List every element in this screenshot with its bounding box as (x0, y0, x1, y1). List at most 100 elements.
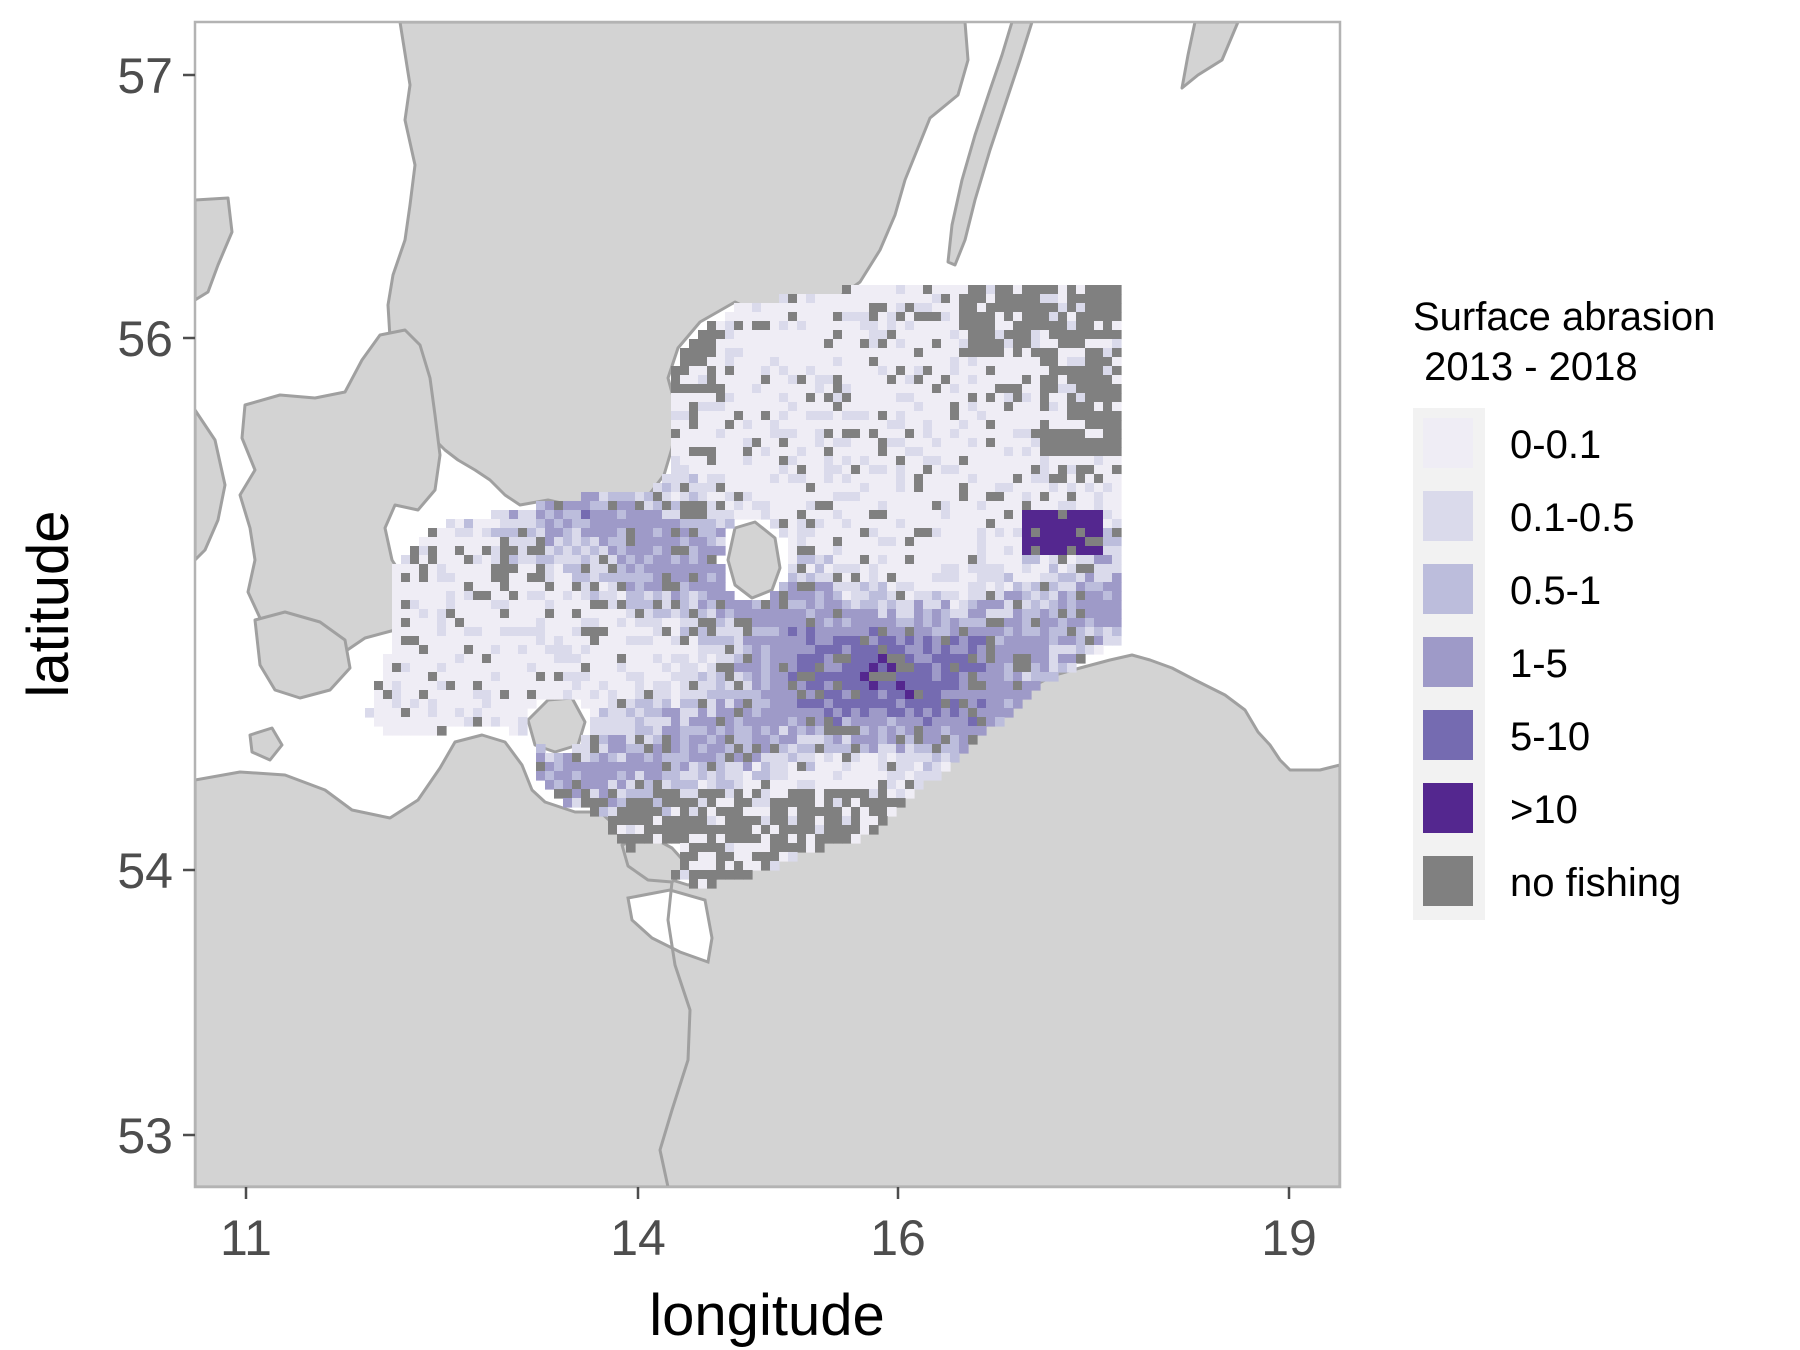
abrasion-cell (842, 573, 852, 583)
abrasion-cell (806, 420, 816, 430)
abrasion-cell (923, 312, 933, 322)
abrasion-cell (554, 690, 564, 700)
abrasion-cell (428, 699, 438, 709)
abrasion-cell (464, 537, 474, 547)
abrasion-cell (905, 483, 915, 493)
abrasion-cell (401, 591, 411, 601)
abrasion-cell (617, 744, 627, 754)
abrasion-cell (905, 456, 915, 466)
abrasion-cell (572, 780, 582, 790)
abrasion-cell (878, 816, 888, 826)
abrasion-cell (878, 366, 888, 376)
abrasion-cell (437, 636, 447, 646)
abrasion-cell (878, 609, 888, 619)
abrasion-cell (860, 636, 870, 646)
abrasion-cell (986, 555, 996, 565)
abrasion-cell (968, 438, 978, 448)
abrasion-cell (833, 510, 843, 520)
abrasion-cell (761, 303, 771, 313)
abrasion-cell (734, 816, 744, 826)
abrasion-cell (419, 654, 429, 664)
abrasion-cell (806, 465, 816, 475)
abrasion-cell (680, 393, 690, 403)
abrasion-cell (518, 564, 528, 574)
abrasion-cell (608, 789, 618, 799)
abrasion-cell (689, 366, 699, 376)
abrasion-cell (644, 537, 654, 547)
abrasion-cell (932, 708, 942, 718)
abrasion-cell (1094, 402, 1104, 412)
abrasion-cell (428, 609, 438, 619)
abrasion-cell (959, 618, 969, 628)
abrasion-cell (869, 420, 879, 430)
abrasion-cell (653, 537, 663, 547)
abrasion-cell (779, 663, 789, 673)
abrasion-cell (752, 447, 762, 457)
abrasion-cell (707, 834, 717, 844)
abrasion-cell (869, 726, 879, 736)
abrasion-cell (905, 699, 915, 709)
abrasion-cell (590, 609, 600, 619)
abrasion-cell (743, 357, 753, 367)
abrasion-cell (1094, 600, 1104, 610)
abrasion-cell (1013, 402, 1023, 412)
abrasion-cell (797, 303, 807, 313)
abrasion-cell (932, 717, 942, 727)
abrasion-cell (878, 636, 888, 646)
abrasion-cell (995, 573, 1005, 583)
abrasion-cell (509, 537, 519, 547)
abrasion-cell (554, 627, 564, 637)
abrasion-cell (734, 762, 744, 772)
abrasion-cell (788, 339, 798, 349)
abrasion-cell (572, 537, 582, 547)
abrasion-cell (977, 591, 987, 601)
abrasion-cell (923, 681, 933, 691)
abrasion-cell (689, 789, 699, 799)
abrasion-cell (509, 555, 519, 565)
abrasion-cell (887, 303, 897, 313)
abrasion-cell (887, 456, 897, 466)
abrasion-cell (1013, 699, 1023, 709)
abrasion-cell (689, 420, 699, 430)
abrasion-cell (995, 429, 1005, 439)
abrasion-cell (923, 762, 933, 772)
abrasion-cell (1085, 348, 1095, 358)
abrasion-cell (806, 483, 816, 493)
abrasion-cell (743, 627, 753, 637)
legend-swatch (1423, 491, 1473, 541)
abrasion-cell (779, 582, 789, 592)
abrasion-cell (644, 735, 654, 745)
abrasion-cell (500, 672, 510, 682)
abrasion-cell (716, 348, 726, 358)
abrasion-cell (797, 294, 807, 304)
abrasion-cell (1031, 672, 1041, 682)
abrasion-cell (590, 717, 600, 727)
abrasion-cell (824, 456, 834, 466)
abrasion-cell (824, 825, 834, 835)
abrasion-cell (482, 591, 492, 601)
abrasion-cell (599, 573, 609, 583)
abrasion-cell (797, 591, 807, 601)
abrasion-cell (1085, 429, 1095, 439)
abrasion-cell (770, 690, 780, 700)
abrasion-cell (680, 420, 690, 430)
abrasion-cell (896, 717, 906, 727)
abrasion-cell (1094, 447, 1104, 457)
abrasion-cell (797, 681, 807, 691)
abrasion-cell (545, 573, 555, 583)
legend-label: no fishing (1510, 861, 1681, 905)
abrasion-cell (932, 420, 942, 430)
abrasion-cell (770, 357, 780, 367)
abrasion-cell (653, 672, 663, 682)
abrasion-cell (977, 285, 987, 295)
abrasion-cell (581, 537, 591, 547)
abrasion-cell (554, 564, 564, 574)
abrasion-cell (1094, 627, 1104, 637)
abrasion-cell (653, 636, 663, 646)
abrasion-cell (905, 528, 915, 538)
abrasion-cell (1022, 672, 1032, 682)
abrasion-cell (617, 654, 627, 664)
abrasion-cell (644, 663, 654, 673)
abrasion-cell (734, 645, 744, 655)
abrasion-cell (608, 618, 618, 628)
